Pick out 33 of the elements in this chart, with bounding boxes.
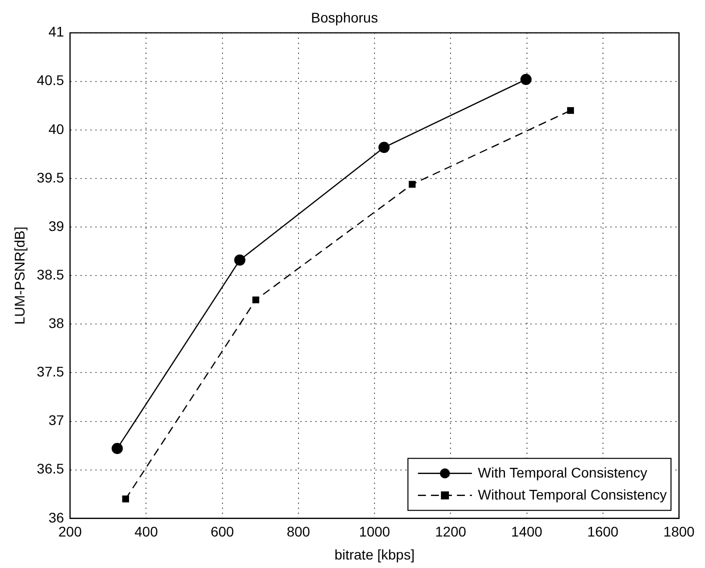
x-tick-label: 1200 xyxy=(435,524,466,540)
y-tick-label: 36 xyxy=(48,509,64,526)
x-tick-label: 1000 xyxy=(358,524,390,540)
point xyxy=(112,442,123,454)
x-tick-label: 200 xyxy=(58,524,82,540)
y-tick-label: 37.5 xyxy=(36,364,64,380)
y-tick-label: 40.5 xyxy=(36,72,64,88)
x-tick-label: 1800 xyxy=(663,524,695,540)
point xyxy=(520,74,532,86)
y-axis-title: LUM-PSNR[dB] xyxy=(11,226,28,325)
y-tick-label: 39 xyxy=(48,218,64,234)
x-axis-title: bitrate [kbps] xyxy=(334,546,415,562)
chart-title: Bosphorus xyxy=(311,9,378,26)
y-tick-label: 38 xyxy=(48,315,64,332)
legend-label: With Temporal Consistency xyxy=(478,464,648,480)
y-tick-label: 38.5 xyxy=(36,266,64,282)
point xyxy=(408,180,416,188)
point xyxy=(567,107,574,114)
x-tick-label: 800 xyxy=(286,524,310,540)
point xyxy=(122,496,130,502)
legend-label: Without Temporal Consistency xyxy=(478,486,667,502)
point xyxy=(252,296,260,304)
x-tick-label: 600 xyxy=(210,524,234,540)
y-tick-label: 40 xyxy=(48,120,64,137)
point xyxy=(378,142,390,153)
y-tick-label: 36.5 xyxy=(36,460,64,477)
y-tick-label: 39.5 xyxy=(36,169,64,186)
x-tick-label: 1400 xyxy=(511,524,543,540)
x-tick-label: 1600 xyxy=(587,524,619,540)
y-tick-label: 41 xyxy=(48,24,64,40)
point xyxy=(234,254,246,266)
y-tick-label: 37 xyxy=(48,412,64,428)
x-tick-label: 400 xyxy=(134,524,158,540)
